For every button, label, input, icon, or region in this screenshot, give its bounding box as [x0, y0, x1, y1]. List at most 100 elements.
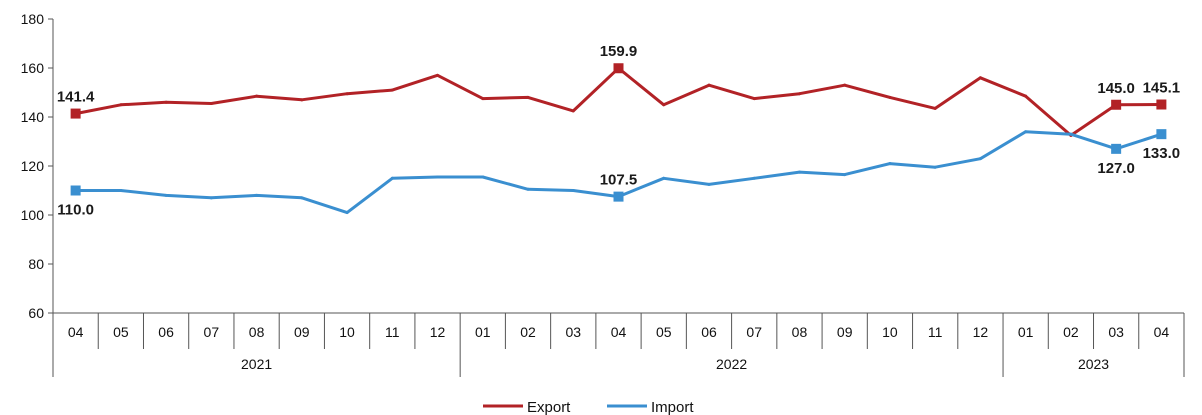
- x-tick-label: 12: [430, 324, 446, 340]
- x-tick-label: 03: [1108, 324, 1124, 340]
- data-point-export: [707, 83, 711, 87]
- data-point-export: [209, 102, 213, 106]
- data-point-import: [436, 175, 440, 179]
- data-labels: 141.4 159.9 145.0 145.1 110.0 107.5 127.0 133.0: [57, 43, 1180, 218]
- data-point-import: [843, 173, 847, 177]
- data-label-import: 110.0: [57, 202, 94, 219]
- data-point-export: [300, 98, 304, 102]
- data-point-export: [481, 97, 485, 101]
- data-point-export: [164, 100, 168, 104]
- data-point-export: [797, 92, 801, 96]
- data-point-import: [662, 176, 666, 180]
- x-tick-label: 04: [611, 324, 627, 340]
- data-point-import: [1024, 130, 1028, 134]
- y-tick-label: 160: [21, 60, 45, 76]
- data-point-export: [662, 103, 666, 107]
- highlight-marker-import: [70, 185, 81, 196]
- x-tick-label: 06: [158, 324, 174, 340]
- highlight-marker-export: [70, 108, 81, 119]
- data-point-export: [843, 83, 847, 87]
- x-tick-label: 12: [973, 324, 989, 340]
- data-label-export: 159.9: [600, 43, 638, 60]
- x-tick-label: 04: [1154, 324, 1170, 340]
- x-year-label: 2023: [1078, 356, 1109, 372]
- data-point-import: [390, 176, 394, 180]
- data-point-import: [481, 175, 485, 179]
- x-tick-label: 07: [746, 324, 762, 340]
- legend-label-export: Export: [527, 399, 571, 415]
- x-tick-label: 05: [656, 324, 672, 340]
- x-year-label: 2022: [716, 356, 747, 372]
- y-tick-label: 120: [21, 158, 45, 174]
- x-tick-label: 06: [701, 324, 717, 340]
- data-point-import: [255, 193, 259, 197]
- data-point-export: [436, 73, 440, 77]
- x-tick-label: 04: [68, 324, 84, 340]
- highlight-marker-export: [1156, 99, 1167, 110]
- data-point-export: [571, 109, 575, 113]
- data-point-import: [164, 193, 168, 197]
- y-tick-label: 180: [21, 11, 45, 27]
- x-tick-label: 09: [837, 324, 853, 340]
- x-tick-label: 09: [294, 324, 310, 340]
- x-tick-label: 10: [882, 324, 898, 340]
- data-label-export: 145.0: [1097, 80, 1135, 97]
- data-point-export: [933, 106, 937, 110]
- y-tick-label: 60: [28, 305, 44, 321]
- data-point-import: [978, 157, 982, 161]
- data-point-import: [1069, 132, 1073, 136]
- x-tick-label: 11: [928, 324, 943, 340]
- x-axis: 04 05 06 07 08 09 10 11 12 01 02 03 04 05 06 07 08 09 10 11…: [52, 312, 1185, 377]
- data-point-export: [1024, 94, 1028, 98]
- legend: Export Import: [483, 399, 694, 415]
- data-point-import: [888, 162, 892, 166]
- x-year-label: 2021: [241, 356, 272, 372]
- data-label-export: 141.4: [57, 89, 95, 106]
- data-point-import: [933, 165, 937, 169]
- data-point-import: [707, 182, 711, 186]
- x-tick-label: 01: [1018, 324, 1034, 340]
- data-label-export: 145.1: [1143, 80, 1181, 97]
- x-tick-label: 05: [113, 324, 129, 340]
- data-point-export: [888, 95, 892, 99]
- data-point-export: [119, 103, 123, 107]
- x-tick-label: 10: [339, 324, 355, 340]
- data-point-export: [255, 94, 259, 98]
- series-line-export: [75, 66, 1162, 137]
- x-tick-label: 08: [249, 324, 265, 340]
- highlight-marker-export: [1111, 99, 1122, 110]
- data-point-import: [526, 187, 530, 191]
- data-point-import: [300, 196, 304, 200]
- series-group: [70, 63, 1167, 215]
- highlight-marker-import: [613, 191, 624, 202]
- data-point-export: [978, 76, 982, 80]
- y-axis: 60 80 100 120 140 160 180: [21, 11, 54, 321]
- y-tick-label: 80: [28, 256, 44, 272]
- x-tick-label: 01: [475, 324, 491, 340]
- x-tick-label: 03: [565, 324, 581, 340]
- highlight-marker-import: [1156, 129, 1167, 140]
- data-point-import: [752, 176, 756, 180]
- data-point-export: [526, 95, 530, 99]
- data-point-import: [571, 189, 575, 192]
- data-point-import: [209, 196, 213, 200]
- legend-label-import: Import: [651, 399, 694, 415]
- highlight-marker-export: [613, 63, 624, 74]
- data-label-import: 107.5: [600, 172, 638, 189]
- data-point-import: [797, 170, 801, 174]
- data-point-import: [119, 189, 123, 192]
- x-tick-label: 02: [1063, 324, 1079, 340]
- data-label-import: 127.0: [1097, 160, 1135, 177]
- y-tick-label: 140: [21, 109, 45, 125]
- data-point-export: [345, 92, 349, 96]
- x-tick-label: 11: [385, 324, 400, 340]
- highlight-marker-import: [1111, 143, 1122, 154]
- data-point-export: [390, 88, 394, 92]
- data-point-export: [752, 97, 756, 101]
- x-tick-label: 08: [792, 324, 808, 340]
- x-tick-label: 07: [204, 324, 220, 340]
- x-tick-label: 02: [520, 324, 536, 340]
- data-label-import: 133.0: [1143, 145, 1181, 162]
